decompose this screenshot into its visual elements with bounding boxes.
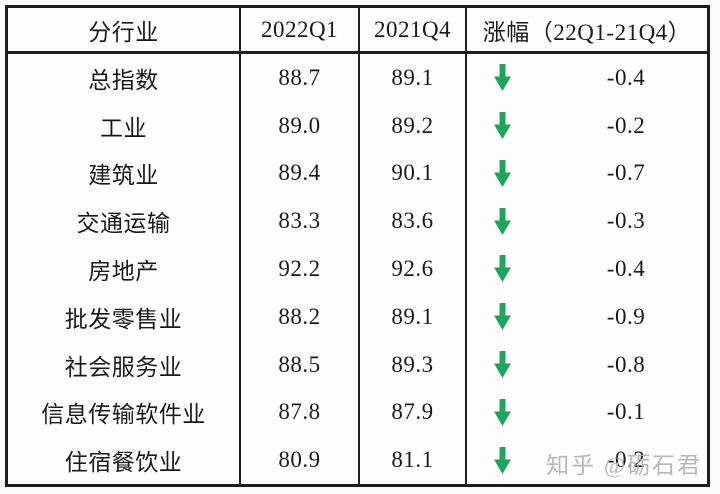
change-cell: -0.8 [467,341,707,389]
change-cell: -0.2 [467,436,707,484]
change-value: -0.2 [606,112,646,138]
change-value: -0.3 [606,208,646,234]
down-arrow-icon [494,159,511,187]
value-2021q4: 89.1 [360,54,467,102]
change-value: -0.2 [606,447,646,473]
value-2021q4: 89.2 [360,101,467,150]
industry-name: 建筑业 [8,149,241,198]
value-2021q4: 92.6 [360,245,467,293]
value-2022q1: 88.7 [241,54,360,102]
down-arrow-icon [494,207,511,235]
value-2022q1: 88.2 [241,292,360,341]
value-2022q1: 89.4 [241,149,360,198]
industry-name: 工业 [8,101,241,150]
value-2021q4: 89.1 [360,292,467,341]
down-arrow-icon [494,398,511,426]
change-value: -0.4 [606,64,646,90]
industry-name: 房地产 [8,245,241,293]
down-arrow-icon [494,351,511,379]
down-arrow-icon [494,255,511,283]
value-2021q4: 83.6 [360,197,467,246]
value-2021q4: 81.1 [360,436,467,484]
change-cell: -0.2 [467,102,707,150]
down-arrow-icon [494,303,511,331]
industry-name: 交通运输 [8,197,241,246]
industry-name: 批发零售业 [8,292,241,341]
value-2022q1: 92.2 [241,245,360,293]
value-2021q4: 87.9 [360,388,467,437]
change-value: -0.7 [606,160,646,186]
change-value: -0.1 [606,399,646,425]
change-cell: -0.9 [467,293,707,341]
header-2021q4: 2021Q4 [360,8,467,54]
change-value: -0.4 [606,255,646,281]
industry-name: 总指数 [8,54,241,102]
industry-name: 社会服务业 [8,340,241,389]
value-2022q1: 87.8 [241,388,360,437]
change-cell: -0.1 [467,388,707,436]
value-2021q4: 89.3 [360,340,467,389]
header-2022q1: 2022Q1 [241,8,360,54]
industry-name: 住宿餐饮业 [8,436,241,484]
change-cell: -0.3 [467,197,707,245]
change-cell: -0.4 [467,245,707,293]
value-2021q4: 90.1 [360,149,467,198]
down-arrow-icon [494,112,511,140]
header-industry: 分行业 [8,8,241,54]
change-cell: -0.7 [467,150,707,198]
change-value: -0.8 [606,351,646,377]
value-2022q1: 80.9 [241,436,360,484]
value-2022q1: 88.5 [241,340,360,389]
header-change: 涨幅（22Q1-21Q4） [467,8,707,54]
change-value: -0.9 [606,303,646,329]
value-2022q1: 89.0 [241,101,360,150]
value-2022q1: 83.3 [241,197,360,246]
change-cell: -0.4 [467,54,707,102]
down-arrow-icon [494,64,511,92]
industry-name: 信息传输软件业 [8,388,241,437]
down-arrow-icon [494,446,511,474]
industry-index-table: 分行业 2022Q1 2021Q4 涨幅（22Q1-21Q4） 总指数 88.7… [5,5,710,487]
